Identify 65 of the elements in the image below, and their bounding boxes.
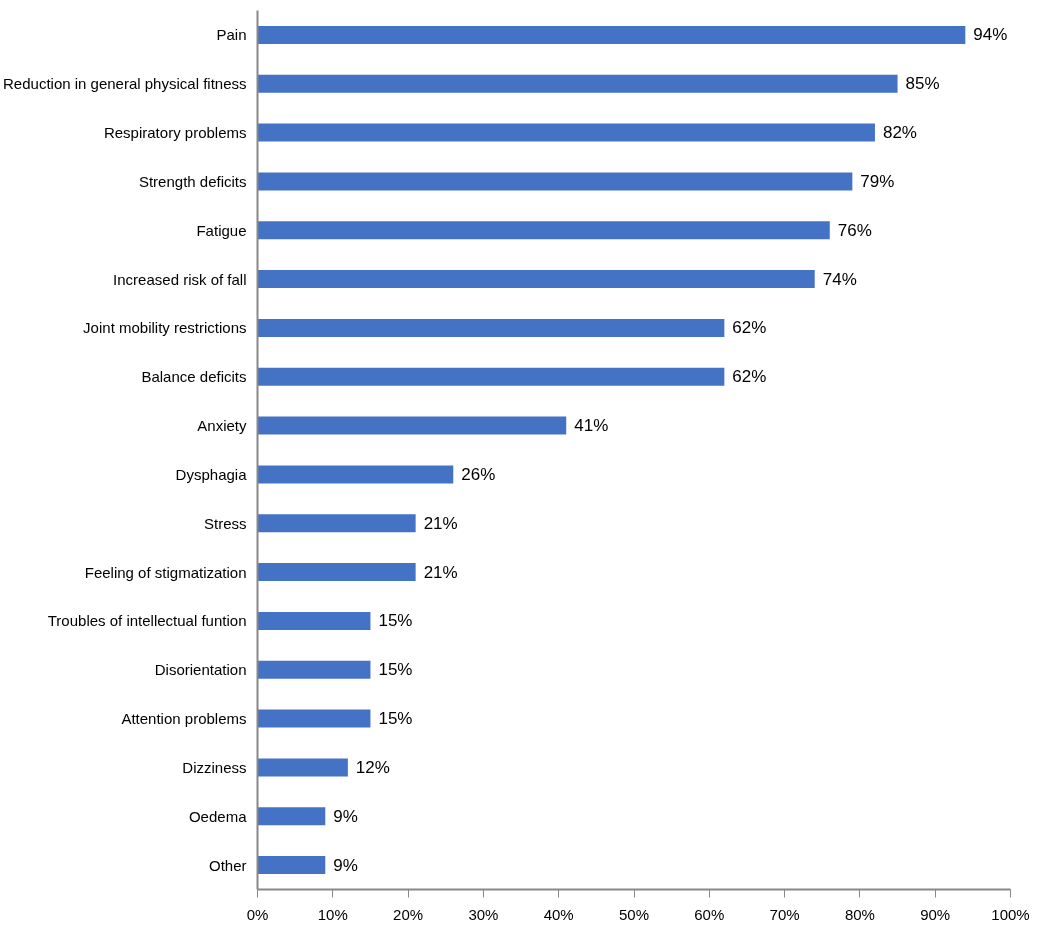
data-label: 12% [355, 757, 390, 777]
bar [257, 611, 371, 630]
bar [257, 465, 454, 484]
y-tick-label: Troubles of intellectual funtion [47, 612, 247, 630]
y-tick-label: Dysphagia [175, 465, 248, 483]
x-tick-label: 40% [543, 905, 574, 923]
y-tick-label: Oedema [188, 807, 248, 825]
data-label: 79% [860, 171, 895, 191]
y-tick-label: Pain [216, 26, 247, 44]
bar [257, 270, 815, 289]
y-tick-label: Increased risk of fall [113, 270, 247, 288]
bar [257, 25, 966, 44]
x-tick-label: 100% [991, 905, 1030, 923]
data-label: 76% [837, 220, 872, 240]
x-tick-label: 10% [317, 905, 348, 923]
y-tick-label: Balance deficits [141, 368, 247, 386]
x-tick-label: 30% [468, 905, 499, 923]
x-tick-label: 60% [694, 905, 725, 923]
x-tick-label: 80% [844, 905, 875, 923]
data-label: 85% [905, 74, 940, 94]
bar [257, 856, 326, 875]
bar [257, 660, 371, 679]
bar [257, 74, 898, 93]
data-label: 9% [333, 806, 358, 826]
y-tick-label: Fatigue [196, 221, 247, 239]
bar [257, 758, 348, 777]
y-tick-label: Dizziness [182, 758, 247, 776]
data-label: 21% [423, 562, 458, 582]
y-tick-label: Reduction in general physical fitness [3, 75, 247, 93]
bar [257, 416, 567, 435]
bar [257, 172, 853, 191]
x-tick-label: 50% [618, 905, 650, 923]
y-tick-label: Stress [203, 514, 247, 532]
x-tick-label: 0% [246, 905, 269, 923]
data-label: 15% [378, 709, 413, 729]
bar [257, 807, 326, 826]
y-tick-label: Joint mobility restrictions [83, 319, 247, 337]
x-tick-label: 20% [393, 905, 424, 923]
data-label: 21% [423, 513, 458, 533]
x-tick-label: 90% [920, 905, 951, 923]
data-label: 41% [574, 416, 609, 436]
bar [257, 123, 875, 142]
data-label: 62% [732, 367, 767, 387]
bar [257, 514, 416, 533]
data-label: 62% [732, 318, 767, 338]
y-tick-label: Disorientation [154, 661, 247, 679]
bar [257, 367, 725, 386]
y-tick-label: Attention problems [121, 710, 247, 728]
x-tick-label: 70% [769, 905, 800, 923]
y-tick-label: Feeling of stigmatization [84, 563, 247, 581]
data-label: 26% [461, 464, 496, 484]
bar [257, 221, 830, 240]
data-label: 82% [882, 123, 917, 143]
data-label: 15% [378, 660, 413, 680]
bar [257, 709, 371, 728]
data-label: 9% [333, 855, 358, 875]
data-label: 15% [378, 611, 413, 631]
bar [257, 563, 416, 582]
y-tick-label: Anxiety [197, 417, 247, 435]
data-label: 74% [822, 269, 857, 289]
y-tick-label: Other [208, 856, 247, 874]
y-tick-label: Respiratory problems [103, 124, 247, 142]
y-tick-label: Strength deficits [138, 172, 247, 190]
data-label: 94% [973, 25, 1008, 45]
bar [257, 318, 725, 337]
